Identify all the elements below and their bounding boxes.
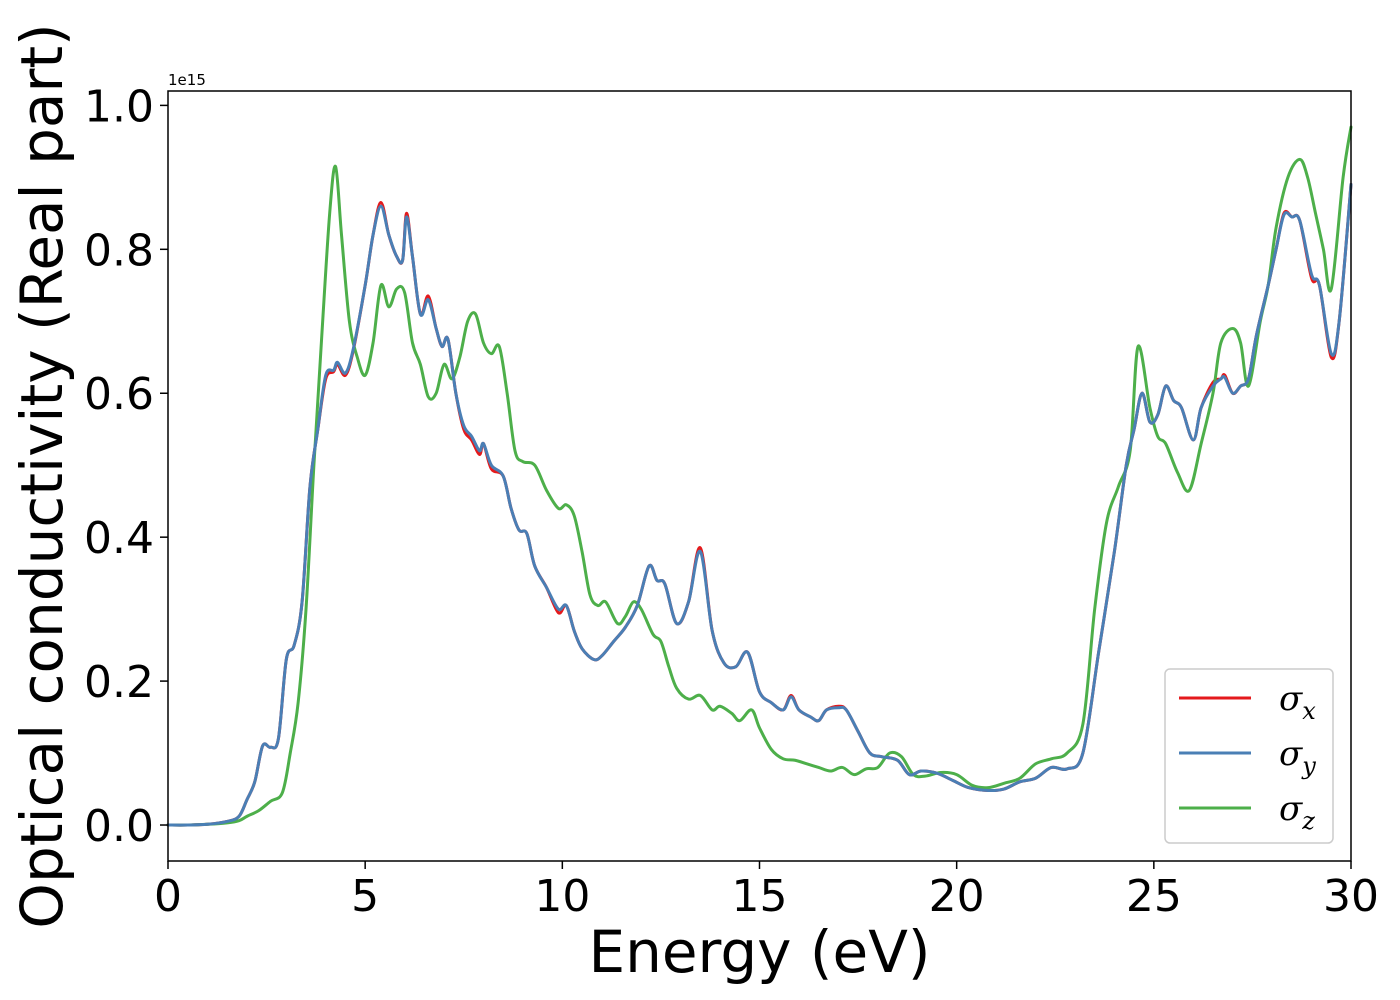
y-tick-label: 0.2 — [84, 657, 154, 708]
x-tick-label: 15 — [732, 871, 788, 922]
y-tick-label: 0.6 — [84, 369, 154, 420]
legend-box — [1164, 668, 1334, 844]
x-tick-label: 5 — [351, 871, 379, 922]
y-tick-label: 1.0 — [84, 81, 154, 132]
x-tick-label: 10 — [534, 871, 590, 922]
x-tick-label: 30 — [1323, 871, 1379, 922]
series-line-y — [166, 183, 1353, 827]
x-axis-ticks: 0 5 10 15 20 25 30 — [154, 861, 1379, 922]
legend-label-x: σx — [1279, 679, 1316, 725]
series-line-z — [166, 125, 1353, 827]
x-tick-label: 0 — [154, 871, 182, 922]
y-axis-offset-label: 1e15 — [168, 71, 206, 89]
series-lines — [166, 125, 1353, 827]
y-tick-label: 0.8 — [84, 225, 154, 276]
y-axis-ticks: 0.0 0.2 0.4 0.6 0.8 1.0 — [84, 81, 168, 852]
x-tick-label: 25 — [1126, 871, 1182, 922]
legend-label-z: σz — [1279, 789, 1315, 835]
legend: σx σy σz — [1164, 668, 1334, 844]
y-tick-label: 0.4 — [84, 513, 154, 564]
y-axis-label: Optical conductivity (Real part) — [8, 23, 76, 928]
legend-label-y: σy — [1279, 734, 1316, 780]
x-tick-label: 20 — [929, 871, 985, 922]
x-axis-label: Energy (eV) — [588, 918, 930, 986]
y-tick-label: 0.0 — [84, 801, 154, 852]
